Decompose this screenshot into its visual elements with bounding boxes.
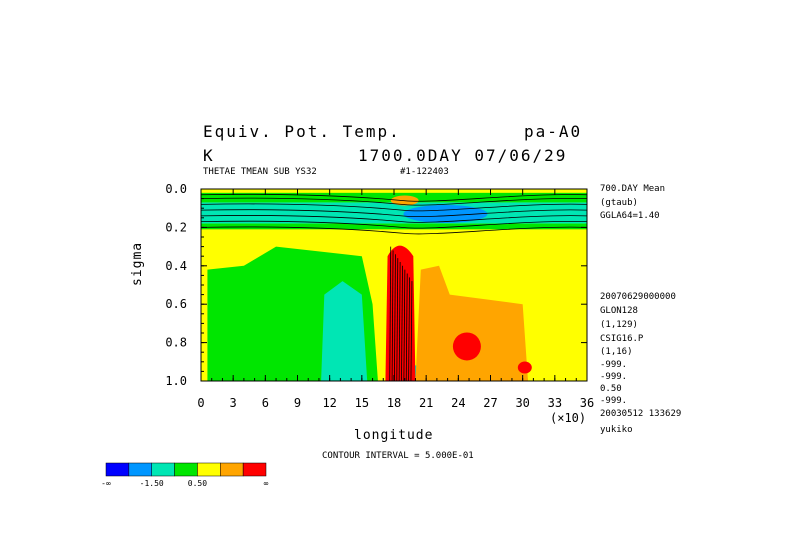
contour-column-line <box>410 281 413 381</box>
side-info-b10: yukiko <box>600 425 633 435</box>
side-info-1: (gtaub) <box>600 198 638 208</box>
x-tick-label: 27 <box>483 396 497 410</box>
contour-column-line <box>398 261 401 381</box>
subtitle: THETAE TMEAN SUB YS32 <box>203 167 317 177</box>
x-tick-label: 24 <box>451 396 465 410</box>
colorbar-label: -1.50 <box>140 479 164 488</box>
contour-column-line <box>394 254 396 381</box>
x-tick-label: 3 <box>230 396 237 410</box>
contour-column-line <box>401 265 403 381</box>
y-tick-label: 0.2 <box>165 220 187 234</box>
title-right: pa-A0 <box>524 122 583 141</box>
run-id: #1-122403 <box>400 167 449 177</box>
colorbar-label: 0.50 <box>188 479 207 488</box>
shaded-field <box>201 189 587 381</box>
side-info-b3: CSIG16.P <box>600 334 644 344</box>
side-info-b8: -999. <box>600 396 628 406</box>
red-blob-1 <box>452 332 481 361</box>
contour-band-line <box>201 220 587 229</box>
x-tick-label: 18 <box>387 396 401 410</box>
contour-band-line <box>201 226 587 235</box>
x-tick-label: 30 <box>515 396 529 410</box>
side-info-b2: (1,129) <box>600 320 638 330</box>
contour-band-line <box>201 193 587 202</box>
colorbar-swatch <box>220 462 244 477</box>
x-tick-label: 36 <box>580 396 594 410</box>
contour-column-line <box>391 250 394 381</box>
x-tick-label: 9 <box>294 396 301 410</box>
x-tick-label: 12 <box>322 396 336 410</box>
colorbar-label: ∞ <box>264 479 269 488</box>
x-axis-label: longitude <box>354 428 434 443</box>
side-info-b7: 0.50 <box>600 384 622 394</box>
title-left: Equiv. Pot. Temp. <box>203 122 401 141</box>
colorbar-swatch <box>242 462 267 477</box>
contour-band-line <box>201 215 587 223</box>
side-info-b9: 20030512 133629 <box>600 409 682 419</box>
side-info-b6: -999. <box>600 372 628 382</box>
contour-band-line <box>201 209 587 218</box>
blue-core <box>403 204 488 223</box>
colorbar-swatch <box>174 462 198 477</box>
side-info-b5: -999. <box>600 360 628 370</box>
x-tick-label: 6 <box>262 396 269 410</box>
contour-column-line <box>405 273 408 381</box>
contour-column-line <box>396 258 399 381</box>
y-tick-label: 1.0 <box>165 374 187 388</box>
units-label: K <box>203 146 215 165</box>
side-info-b0: 20070629000000 <box>600 292 676 302</box>
contour-column-line <box>389 246 392 381</box>
contour-band-line <box>201 203 587 212</box>
colorbar-swatch <box>197 462 221 477</box>
cyan-region <box>321 281 368 381</box>
x-tick-label: 33 <box>548 396 562 410</box>
y-tick-label: 0.8 <box>165 336 187 350</box>
time-label: 1700.0DAY 07/06/29 <box>358 146 568 165</box>
colorbar-swatch <box>151 462 175 477</box>
x-tick-label: 15 <box>355 396 369 410</box>
y-tick-label: 0.4 <box>165 259 187 273</box>
contour-band-line <box>201 197 587 206</box>
side-info-2: GGLA64=1.40 <box>600 211 660 221</box>
colorbar-swatch <box>105 462 130 477</box>
colorbar-swatch <box>128 462 152 477</box>
contour-column-line <box>403 269 406 381</box>
y-tick-label: 0.0 <box>165 182 187 196</box>
contour-lines <box>201 193 587 381</box>
side-info-0: 700.DAY Mean <box>600 184 666 194</box>
red-blob-2 <box>517 361 532 374</box>
contour-column-line <box>408 277 410 381</box>
x-tick-label: 21 <box>419 396 433 410</box>
x-tick-label: 0 <box>197 396 204 410</box>
side-info-b4: (1,16) <box>600 347 633 357</box>
side-info-b1: GLON128 <box>600 306 638 316</box>
colorbar-label: -∞ <box>101 479 111 488</box>
contour-interval: CONTOUR INTERVAL = 5.000E-01 <box>322 451 474 461</box>
x-multiplier: (×10) <box>550 411 587 425</box>
y-tick-label: 0.6 <box>165 297 187 311</box>
orange-region <box>415 265 529 381</box>
